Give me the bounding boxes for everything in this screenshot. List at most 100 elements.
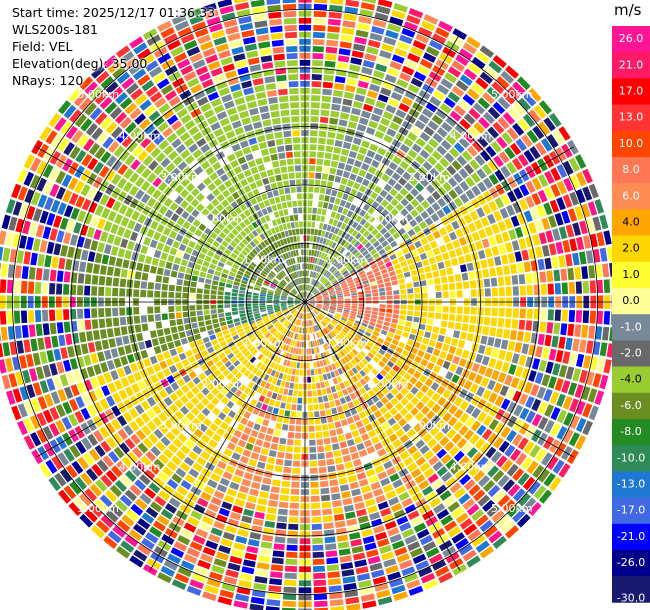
velocity-gate [429, 497, 442, 508]
velocity-gate [269, 399, 276, 407]
velocity-gate [168, 312, 175, 320]
velocity-gate [363, 212, 371, 221]
velocity-gate [184, 120, 196, 130]
velocity-gate [323, 159, 331, 167]
velocity-gate [549, 476, 562, 492]
velocity-gate [466, 503, 480, 516]
velocity-gate [337, 126, 346, 134]
velocity-gate [312, 333, 316, 340]
velocity-gate [349, 173, 357, 181]
velocity-gate [235, 371, 243, 380]
velocity-gate [491, 348, 500, 358]
velocity-gate [103, 372, 113, 384]
velocity-gate [283, 337, 288, 343]
velocity-gate [163, 327, 171, 335]
velocity-gate [471, 362, 480, 373]
velocity-gate [311, 249, 315, 256]
velocity-gate [352, 414, 361, 422]
velocity-gate [407, 52, 421, 63]
velocity-gate [455, 314, 463, 322]
velocity-gate [419, 131, 431, 142]
velocity-gate [170, 326, 178, 334]
velocity-gate [207, 329, 215, 336]
velocity-gate [328, 275, 335, 281]
velocity-gate [307, 390, 312, 397]
velocity-gate [261, 534, 274, 542]
velocity-gate [89, 504, 103, 518]
velocity-gate [447, 91, 461, 103]
velocity-gate [517, 472, 530, 486]
velocity-gate [266, 427, 274, 435]
velocity-gate [158, 389, 168, 399]
velocity-gate [253, 287, 261, 291]
velocity-gate [298, 390, 303, 397]
velocity-gate [190, 510, 203, 521]
velocity-gate [263, 223, 270, 230]
velocity-gate [192, 59, 206, 70]
velocity-gate [77, 134, 89, 148]
velocity-gate [324, 366, 330, 373]
velocity-gate [347, 344, 354, 351]
velocity-gate [310, 474, 319, 481]
velocity-gate [421, 292, 428, 299]
velocity-gate [344, 186, 352, 194]
velocity-gate [119, 278, 127, 288]
velocity-gate [222, 63, 235, 73]
velocity-gate [355, 381, 363, 389]
velocity-gate [546, 134, 559, 149]
velocity-gate [21, 266, 29, 279]
velocity-gate [281, 296, 287, 299]
velocity-gate [544, 186, 555, 200]
velocity-gate [156, 223, 165, 233]
velocity-gate [419, 58, 433, 70]
velocity-gate [407, 310, 414, 316]
velocity-gate [311, 311, 316, 317]
velocity-gate [439, 327, 447, 335]
velocity-gate [413, 281, 420, 288]
velocity-gate [386, 360, 395, 368]
velocity-gate [504, 275, 512, 286]
velocity-gate [349, 481, 359, 490]
velocity-gate [320, 381, 326, 389]
velocity-gate [308, 313, 311, 319]
velocity-gate [206, 392, 215, 401]
velocity-gate [518, 354, 527, 366]
velocity-gate [478, 344, 486, 355]
velocity-gate [244, 361, 252, 369]
velocity-gate [369, 237, 377, 244]
velocity-gate [574, 324, 582, 337]
velocity-gate [431, 114, 444, 126]
velocity-gate [29, 415, 41, 430]
velocity-gate [366, 256, 374, 263]
velocity-gate [588, 405, 599, 421]
velocity-gate [315, 172, 322, 179]
velocity-gate [516, 513, 531, 528]
velocity-gate [225, 130, 236, 139]
velocity-gate [415, 137, 427, 148]
velocity-gate [277, 264, 283, 271]
velocity-gate [178, 331, 186, 339]
velocity-gate [344, 251, 351, 258]
velocity-gate [443, 495, 456, 507]
velocity-gate [500, 165, 511, 178]
velocity-gate [423, 467, 435, 478]
velocity-gate [582, 280, 590, 294]
velocity-gate [265, 513, 276, 521]
velocity-gate [292, 397, 298, 404]
velocity-gate [373, 107, 384, 116]
velocity-gate [285, 445, 293, 453]
velocity-gate [324, 231, 330, 238]
velocity-gate [498, 307, 505, 317]
velocity-gate [344, 303, 351, 306]
velocity-gate [442, 205, 452, 215]
velocity-gate [393, 304, 400, 309]
velocity-gate [154, 97, 167, 109]
velocity-gate [453, 396, 464, 407]
velocity-gate [32, 238, 41, 252]
velocity-gate [506, 161, 517, 174]
velocity-gate [471, 251, 479, 261]
velocity-gate [518, 319, 526, 330]
velocity-gate [338, 412, 346, 420]
velocity-gate [227, 76, 239, 86]
velocity-gate [309, 302, 316, 304]
